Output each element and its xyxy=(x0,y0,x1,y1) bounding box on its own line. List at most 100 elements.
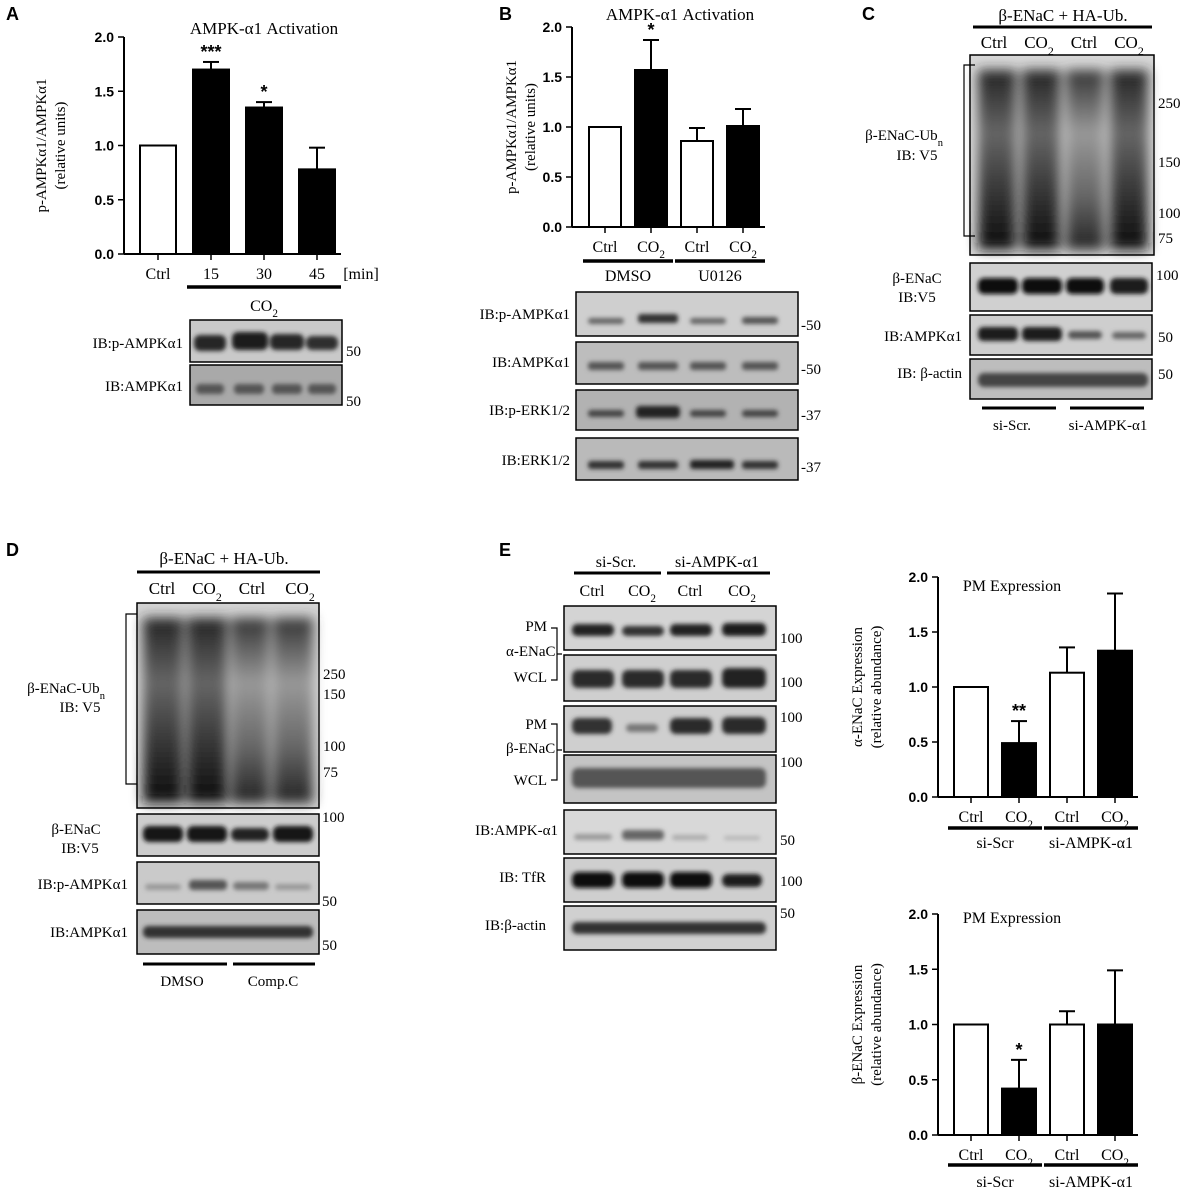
chart-e2-xtick-label-3: Ctrl xyxy=(1055,1147,1080,1164)
chart-e2-xtick-label-4: CO2 xyxy=(1101,1147,1129,1169)
blot-e-group-2: si-AMPK-α1 xyxy=(675,554,759,571)
chart-b-xtick-label-1: Ctrl xyxy=(593,239,618,256)
blot-c-row1-marker: 100 xyxy=(1156,268,1179,284)
chart-e1-group-label-1: si-Scr xyxy=(976,835,1014,852)
blot-b-marker-2: -50 xyxy=(801,362,821,378)
blot-e-group-1: si-Scr. xyxy=(596,554,636,571)
blot-d-row2-marker: 50 xyxy=(322,894,337,910)
blot-e-row4-marker: 100 xyxy=(780,755,803,771)
blot-b-marker-4: -37 xyxy=(801,460,821,476)
chart-b-xtick-label-3: Ctrl xyxy=(685,239,710,256)
panel-c: β-ENaC + HA-Ub. Ctrl CO2 Ctrl CO2 β-ENaC… xyxy=(865,6,1180,434)
chart-e2-ylabel-2: (relative abundance) xyxy=(869,963,885,1086)
chart-a-sig-3: * xyxy=(260,82,267,102)
chart-b-title: AMPK-α1 Activation xyxy=(606,5,755,24)
blot-d-header: β-ENaC + HA-Ub. xyxy=(159,549,288,568)
chart-b-ytick-label: 2.0 xyxy=(543,19,563,35)
blot-c-header: β-ENaC + HA-Ub. xyxy=(998,6,1127,25)
blot-c-mw-250: 250 xyxy=(1158,96,1181,112)
chart-e1-bar-2 xyxy=(1001,742,1037,798)
blot-d-ub-label-1: β-ENaC-Ubn xyxy=(27,681,106,702)
chart-e2-ytick-label: 0.0 xyxy=(909,1127,929,1143)
chart-a-bar-1 xyxy=(139,144,177,255)
blot-e-row2-label: WCL xyxy=(514,670,547,686)
chart-e1-xtick-label-2: CO2 xyxy=(1005,809,1033,831)
blot-d-row1-label-1: β-ENaC xyxy=(51,822,100,838)
chart-a-ylabel-1: p-AMPKα1/AMPKα1 xyxy=(34,78,50,212)
chart-a-group-label-1: CO2 xyxy=(250,298,278,320)
blot-b-row1 xyxy=(575,291,799,337)
blot-c-row3-marker: 50 xyxy=(1158,367,1173,383)
blot-d-lane-3: Ctrl xyxy=(239,579,266,598)
blot-c-lane-2: CO2 xyxy=(1024,33,1054,58)
chart-a-ytick-label: 1.0 xyxy=(95,138,115,154)
chart-a-xtick-label-4: 45 xyxy=(309,266,325,283)
blot-c-row1-label-2: IB:V5 xyxy=(898,290,936,306)
chart-e1-bar-1 xyxy=(953,686,989,798)
chart-e2-bar-1 xyxy=(953,1023,989,1136)
chart-a-sig-2: *** xyxy=(200,42,221,62)
blot-d-row3-marker: 50 xyxy=(322,938,337,954)
chart-b-bar-4 xyxy=(726,125,760,228)
blot-d-lane-1: Ctrl xyxy=(149,579,176,598)
panel-b-blots: IB:p-AMPKα1 IB:AMPKα1 IB:p-ERK1/2 IB:ERK… xyxy=(480,291,821,481)
blot-e-row2-marker: 100 xyxy=(780,675,803,691)
blot-d-row2 xyxy=(136,861,320,905)
chart-e2-ytick-label: 1.5 xyxy=(909,961,929,977)
blot-a-marker-2: 50 xyxy=(346,394,361,410)
blot-b-label-4: IB:ERK1/2 xyxy=(502,453,570,469)
chart-e2-title: PM Expression xyxy=(963,910,1061,927)
blot-e-row1-marker: 100 xyxy=(780,631,803,647)
panel-label-b: B xyxy=(499,4,512,24)
chart-a-bar-2 xyxy=(192,68,230,255)
chart-b-bar-1 xyxy=(588,126,622,228)
chart-e1-xtick-label-1: Ctrl xyxy=(959,809,984,826)
chart-e2-bar-3 xyxy=(1049,1023,1085,1136)
chart-e1-ytick-label: 1.5 xyxy=(909,624,929,640)
blot-d-group-1: DMSO xyxy=(160,974,204,990)
blot-c-row3-label: IB: β-actin xyxy=(897,366,962,382)
blot-c-group-2: si-AMPK-α1 xyxy=(1069,418,1148,434)
blot-d-row1-label-2: IB:V5 xyxy=(61,841,99,857)
chart-b-ytick-label: 1.0 xyxy=(543,119,563,135)
blot-e-row4-label: WCL xyxy=(514,773,547,789)
blot-e-row5-label: IB:AMPK-α1 xyxy=(475,823,558,839)
panel-d: β-ENaC + HA-Ub. Ctrl CO2 Ctrl CO2 β-ENaC… xyxy=(27,549,345,990)
blot-d-lane-2: CO2 xyxy=(192,579,222,604)
chart-e2-ytick-label: 1.0 xyxy=(909,1017,929,1033)
blot-a-label-2: IB:AMPKα1 xyxy=(105,379,183,395)
blot-e-lane-1: Ctrl xyxy=(580,583,605,600)
chart-e2-ytick-label: 0.5 xyxy=(909,1072,929,1088)
blot-c-mw-100: 100 xyxy=(1158,206,1181,222)
chart-a-xtick-label-1: Ctrl xyxy=(146,266,171,283)
blot-d-mw-75: 75 xyxy=(323,765,338,781)
blot-d-mw-250: 250 xyxy=(323,667,346,683)
chart-e1-sig-2: ** xyxy=(1012,701,1026,721)
chart-e2-group-label-2: si-AMPK-α1 xyxy=(1049,1174,1133,1191)
chart-e1-ytick-label: 0.5 xyxy=(909,734,929,750)
blot-d-group-2: Comp.C xyxy=(248,974,298,990)
chart-e1-xtick-label-4: CO2 xyxy=(1101,809,1129,831)
blot-d-mw-100: 100 xyxy=(323,739,346,755)
chart-e1-ytick-label: 0.0 xyxy=(909,789,929,805)
chart-b-ytick-label: 1.5 xyxy=(543,69,563,85)
blot-e-lane-3: Ctrl xyxy=(678,583,703,600)
chart-b-xtick-label-2: CO2 xyxy=(637,239,665,261)
chart-e2-bar-4 xyxy=(1097,1023,1133,1136)
blot-a-marker-1: 50 xyxy=(346,344,361,360)
chart-e1-group-label-2: si-AMPK-α1 xyxy=(1049,835,1133,852)
chart-e2-bar-2 xyxy=(1001,1087,1037,1136)
blot-e-lane-4: CO2 xyxy=(728,583,756,605)
chart-a-ytick-label: 2.0 xyxy=(95,29,115,45)
chart-b-xtick-label-4: CO2 xyxy=(729,239,757,261)
chart-a-title: AMPK-α1 Activation xyxy=(190,19,339,38)
blot-b-marker-3: -37 xyxy=(801,408,821,424)
chart-e2-ytick-label: 2.0 xyxy=(909,906,929,922)
blot-e-row7-marker: 50 xyxy=(780,906,795,922)
panel-label-c: C xyxy=(862,4,875,24)
blot-b-label-2: IB:AMPKα1 xyxy=(492,355,570,371)
blot-e-pair-label-2: β-ENaC xyxy=(506,741,555,757)
blot-d-row3-label: IB:AMPKα1 xyxy=(50,925,128,941)
blot-b-label-3: IB:p-ERK1/2 xyxy=(489,403,570,419)
